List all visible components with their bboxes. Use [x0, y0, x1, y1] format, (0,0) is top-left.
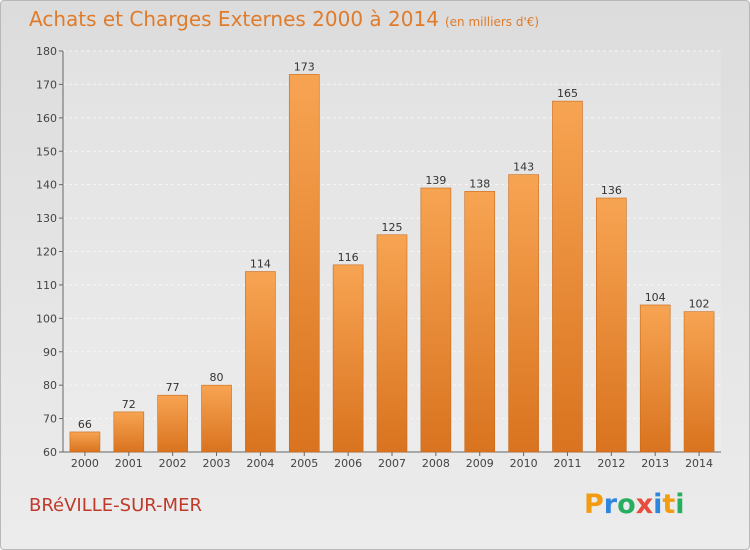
y-tick-label: 80 [43, 379, 57, 392]
bar [639, 304, 671, 453]
brand-logo-letter: r [603, 489, 618, 520]
y-tick-label: 70 [43, 413, 57, 426]
brand-logo-letter: i [675, 489, 685, 520]
y-tick-label: 160 [36, 112, 57, 125]
chart-subtitle: (en milliers d'€) [444, 15, 540, 29]
y-tick-label: 110 [36, 279, 57, 292]
x-tick-label: 2007 [378, 457, 406, 470]
y-tick-label: 180 [36, 45, 57, 58]
bar [376, 234, 408, 453]
bar-value-label: 125 [382, 221, 403, 234]
x-tick-label: 2014 [685, 457, 713, 470]
brand-logo-letter: P [584, 489, 604, 520]
bar-value-label: 173 [294, 60, 315, 73]
bar [508, 174, 539, 453]
bar [464, 191, 496, 453]
y-tick-label: 60 [43, 446, 57, 459]
brand-logo-letter: i [653, 489, 663, 520]
x-tick-label: 2011 [553, 457, 581, 470]
bar [157, 394, 188, 453]
bar [245, 271, 276, 453]
bar-value-label: 139 [425, 174, 446, 187]
y-tick-label: 130 [36, 212, 57, 225]
x-tick-label: 2001 [115, 457, 143, 470]
x-tick-label: 2005 [290, 457, 318, 470]
bar [288, 74, 320, 453]
x-tick-label: 2006 [334, 457, 362, 470]
brand-logo-letter: t [662, 489, 676, 520]
y-tick-label: 100 [36, 312, 57, 325]
chart-title-text: Achats et Charges Externes 2000 à 2014 [29, 7, 439, 31]
bar [596, 197, 627, 453]
x-tick-label: 2013 [641, 457, 669, 470]
x-tick-label: 2009 [466, 457, 494, 470]
bar-value-label: 136 [601, 184, 622, 197]
bar [332, 264, 364, 453]
bar-value-label: 114 [250, 258, 271, 271]
x-tick-label: 2010 [510, 457, 538, 470]
bar-value-label: 77 [166, 381, 180, 394]
bar-value-label: 138 [469, 177, 490, 190]
bar [420, 187, 452, 453]
bar [201, 384, 232, 453]
bar [683, 311, 715, 453]
bar-value-label: 102 [689, 298, 710, 311]
bar [69, 431, 101, 453]
y-tick-label: 90 [43, 346, 57, 359]
y-tick-label: 140 [36, 179, 57, 192]
y-tick-label: 170 [36, 78, 57, 91]
x-tick-label: 2004 [246, 457, 274, 470]
bar-value-label: 116 [338, 251, 359, 264]
bar [552, 100, 583, 453]
bar-value-label: 80 [210, 371, 224, 384]
location-name: BRéVILLE-SUR-MER [29, 495, 202, 516]
chart-title: Achats et Charges Externes 2000 à 2014 (e… [29, 7, 539, 31]
y-tick-label: 150 [36, 145, 57, 158]
brand-logo: Proxiti [584, 489, 685, 520]
x-tick-label: 2000 [71, 457, 99, 470]
bar-value-label: 72 [122, 398, 136, 411]
bar [113, 411, 145, 453]
bar-value-label: 104 [645, 291, 666, 304]
x-tick-label: 2008 [422, 457, 450, 470]
bar-value-label: 143 [513, 161, 534, 174]
x-tick-label: 2012 [597, 457, 625, 470]
brand-logo-letter: o [617, 489, 636, 520]
bar-value-label: 66 [78, 418, 92, 431]
x-tick-label: 2002 [159, 457, 187, 470]
y-tick-label: 120 [36, 246, 57, 259]
brand-logo-letter: x [635, 489, 654, 520]
x-tick-label: 2003 [203, 457, 231, 470]
bar-value-label: 165 [557, 87, 578, 100]
